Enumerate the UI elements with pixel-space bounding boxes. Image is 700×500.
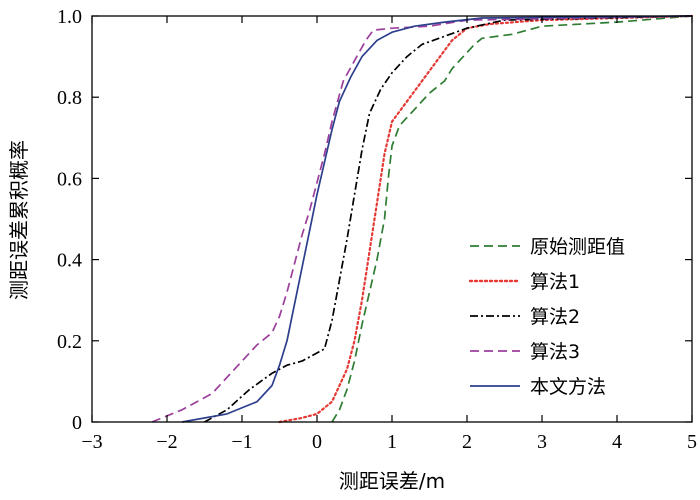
- series-layer: [151, 14, 694, 424]
- axes-layer: −3 −2 −1 0 1 2 3 4 5 0 0.2 0.4 0.6 0.8 1.0: [57, 6, 697, 453]
- x-tick-label: −2: [156, 431, 177, 453]
- x-tick-label: 2: [462, 431, 472, 453]
- legend-label-3: 算法2: [530, 306, 580, 328]
- plot-frame: [91, 15, 693, 423]
- y-tick-label: 0.8: [57, 87, 82, 109]
- series-line-2: [278, 14, 694, 424]
- y-tick-label: 0.2: [57, 331, 82, 353]
- y-tick-label: 0: [72, 412, 82, 434]
- series-line-5: [181, 15, 693, 423]
- series-line-1: [331, 15, 693, 423]
- x-axis-label: 测距误差/m: [339, 469, 445, 493]
- series-line-3: [204, 15, 693, 423]
- legend-label-2: 算法1: [530, 271, 580, 293]
- x-tick-label: 5: [687, 431, 697, 453]
- x-tick-label: 3: [537, 431, 547, 453]
- legend-label-1: 原始测距值: [530, 236, 625, 258]
- legend-label-4: 算法3: [530, 341, 580, 363]
- y-tick-label: 1.0: [57, 6, 82, 28]
- x-tick-label: 1: [387, 431, 397, 453]
- y-tick-label: 0.6: [57, 168, 82, 190]
- x-tick-label: −3: [81, 431, 102, 453]
- x-tick-label: −1: [231, 431, 252, 453]
- legend-label-5: 本文方法: [530, 376, 606, 398]
- x-tick-label: 4: [612, 431, 622, 453]
- x-tick-label: 0: [312, 431, 322, 453]
- series-line-4: [151, 15, 693, 423]
- y-tick-label: 0.4: [57, 250, 82, 272]
- y-axis-label: 测距误差累积概率: [7, 140, 31, 300]
